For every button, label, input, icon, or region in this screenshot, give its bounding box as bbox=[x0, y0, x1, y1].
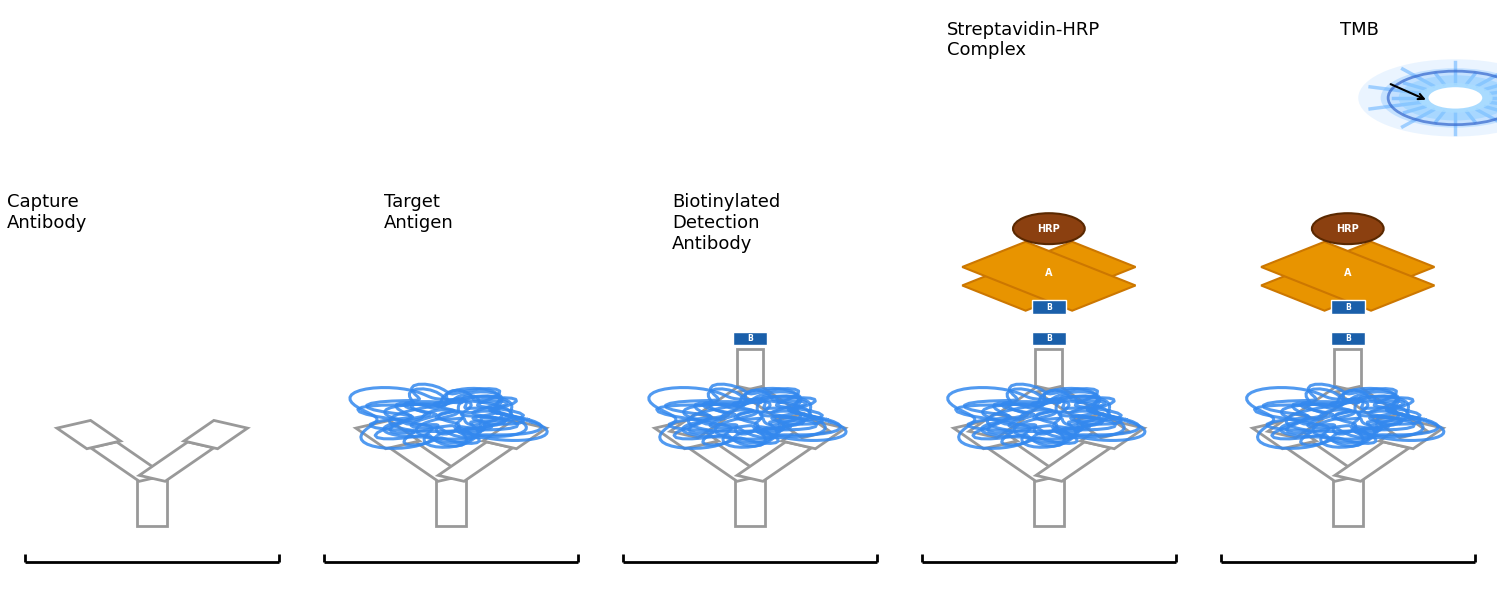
Bar bbox=[138, 478, 166, 526]
Polygon shape bbox=[1335, 442, 1410, 481]
Polygon shape bbox=[1262, 242, 1434, 311]
Circle shape bbox=[1380, 68, 1500, 128]
Polygon shape bbox=[1374, 414, 1428, 438]
Polygon shape bbox=[1036, 386, 1101, 419]
Polygon shape bbox=[954, 421, 1017, 449]
Text: B: B bbox=[1346, 302, 1350, 311]
Polygon shape bbox=[654, 421, 718, 449]
Bar bbox=[1035, 349, 1062, 389]
Text: TMB: TMB bbox=[1341, 20, 1378, 38]
Bar bbox=[1034, 478, 1064, 526]
Circle shape bbox=[1428, 87, 1482, 109]
Polygon shape bbox=[1262, 242, 1434, 311]
Text: Streptavidin-HRP
Complex: Streptavidin-HRP Complex bbox=[948, 20, 1101, 59]
Polygon shape bbox=[1380, 421, 1443, 449]
Polygon shape bbox=[438, 442, 513, 481]
Polygon shape bbox=[1252, 421, 1316, 449]
Text: B: B bbox=[747, 334, 753, 343]
Text: Capture
Antibody: Capture Antibody bbox=[8, 193, 87, 232]
Polygon shape bbox=[1336, 386, 1400, 419]
Bar bbox=[1335, 349, 1360, 389]
Polygon shape bbox=[356, 421, 420, 449]
Polygon shape bbox=[1080, 421, 1144, 449]
Polygon shape bbox=[184, 421, 248, 449]
Polygon shape bbox=[90, 442, 165, 481]
Polygon shape bbox=[140, 442, 213, 481]
Bar bbox=[1334, 478, 1362, 526]
Polygon shape bbox=[736, 442, 812, 481]
Polygon shape bbox=[688, 442, 764, 481]
Text: HRP: HRP bbox=[1038, 224, 1060, 233]
Circle shape bbox=[1358, 59, 1500, 137]
Circle shape bbox=[1418, 83, 1492, 113]
Text: Target
Antigen: Target Antigen bbox=[384, 193, 453, 232]
Circle shape bbox=[1398, 76, 1500, 121]
Polygon shape bbox=[483, 421, 546, 449]
Polygon shape bbox=[670, 414, 723, 438]
Text: HRP: HRP bbox=[1336, 224, 1359, 233]
Polygon shape bbox=[698, 386, 762, 419]
Text: A: A bbox=[1344, 268, 1352, 278]
Bar bbox=[436, 478, 466, 526]
Bar bbox=[736, 349, 764, 389]
Polygon shape bbox=[987, 442, 1062, 481]
Polygon shape bbox=[1296, 386, 1359, 419]
Polygon shape bbox=[1287, 442, 1360, 481]
Polygon shape bbox=[390, 442, 464, 481]
Polygon shape bbox=[777, 414, 830, 438]
Text: A: A bbox=[1046, 268, 1053, 278]
Ellipse shape bbox=[1312, 213, 1383, 244]
Polygon shape bbox=[738, 386, 802, 419]
Ellipse shape bbox=[1013, 213, 1084, 244]
Polygon shape bbox=[1076, 414, 1130, 438]
Polygon shape bbox=[962, 242, 1136, 311]
Polygon shape bbox=[998, 386, 1060, 419]
Polygon shape bbox=[782, 421, 846, 449]
Bar bbox=[735, 478, 765, 526]
Polygon shape bbox=[57, 421, 120, 449]
Text: B: B bbox=[1046, 334, 1052, 343]
Polygon shape bbox=[969, 414, 1023, 438]
Polygon shape bbox=[962, 242, 1136, 311]
Text: B: B bbox=[1046, 302, 1052, 311]
Polygon shape bbox=[1268, 414, 1322, 438]
Text: Biotinylated
Detection
Antibody: Biotinylated Detection Antibody bbox=[672, 193, 780, 253]
Polygon shape bbox=[1036, 442, 1110, 481]
Text: B: B bbox=[1346, 334, 1350, 343]
